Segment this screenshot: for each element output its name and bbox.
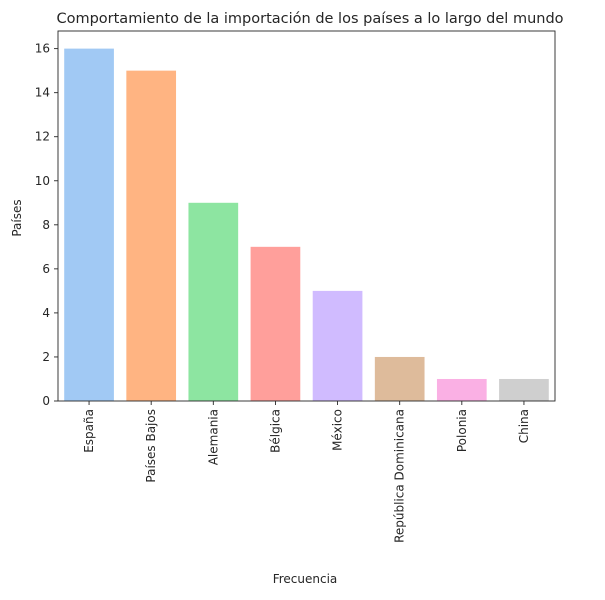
- bar-3: [250, 246, 301, 401]
- x-tick-label: Alemania: [206, 409, 220, 465]
- y-tick-label: 0: [42, 394, 50, 408]
- x-tick-label: República Dominicana: [393, 409, 407, 543]
- y-tick-label: 16: [35, 42, 50, 56]
- y-tick-label: 10: [35, 174, 50, 188]
- y-tick-label: 8: [42, 218, 50, 232]
- bar-4: [312, 290, 363, 401]
- x-axis-label: Frecuencia: [273, 572, 338, 586]
- bar-1: [126, 70, 177, 401]
- y-tick-label: 14: [35, 86, 50, 100]
- y-axis-label: Países: [10, 199, 24, 236]
- y-tick-label: 12: [35, 130, 50, 144]
- bar-5: [374, 356, 425, 401]
- bar-2: [188, 202, 239, 401]
- x-tick-label: México: [331, 409, 345, 451]
- x-tick-label: Países Bajos: [144, 409, 158, 483]
- y-tick-label: 4: [42, 306, 50, 320]
- bar-0: [64, 48, 114, 402]
- plot-frame: [57, 30, 556, 402]
- x-tick-label: Bélgica: [268, 409, 282, 453]
- x-tick-label: China: [517, 409, 531, 443]
- plot-area: 0 2 4 6 8 10 12 14 16 España Países Bajos Alemania B…: [35, 30, 556, 543]
- bar-7: [499, 378, 549, 401]
- y-tick-label: 2: [42, 350, 50, 364]
- y-tick-label: 6: [42, 262, 50, 276]
- chart-title: Comportamiento de la importación de los …: [56, 11, 563, 27]
- bar-6: [436, 378, 487, 401]
- x-tick-label: España: [82, 409, 96, 453]
- x-tick-label: Polonia: [455, 409, 469, 452]
